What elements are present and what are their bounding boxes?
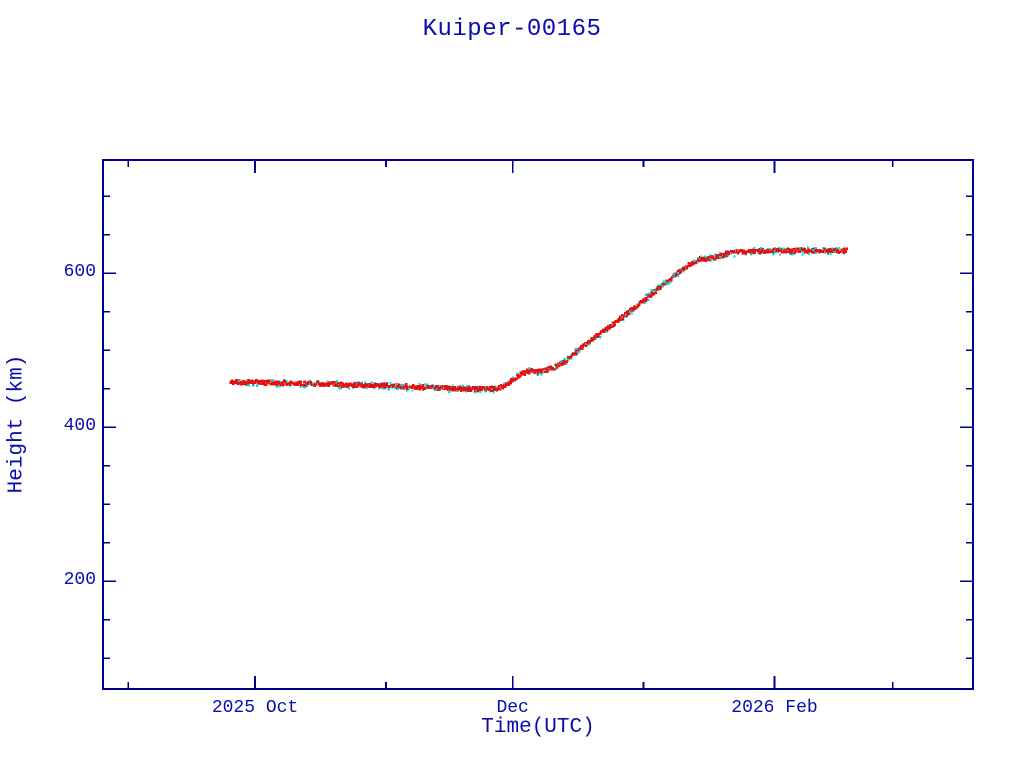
y-tick-label: 600: [63, 262, 96, 283]
y-tick-label: 400: [63, 416, 96, 437]
x-axis-label: Time(UTC): [481, 716, 595, 739]
x-tick-label: 2026 Feb: [731, 698, 818, 718]
x-tick-label: Dec: [496, 698, 529, 718]
y-tick-label: 200: [63, 570, 96, 591]
x-tick-label: 2025 Oct: [211, 698, 299, 718]
chart-title: Kuiper-00165: [422, 16, 602, 43]
